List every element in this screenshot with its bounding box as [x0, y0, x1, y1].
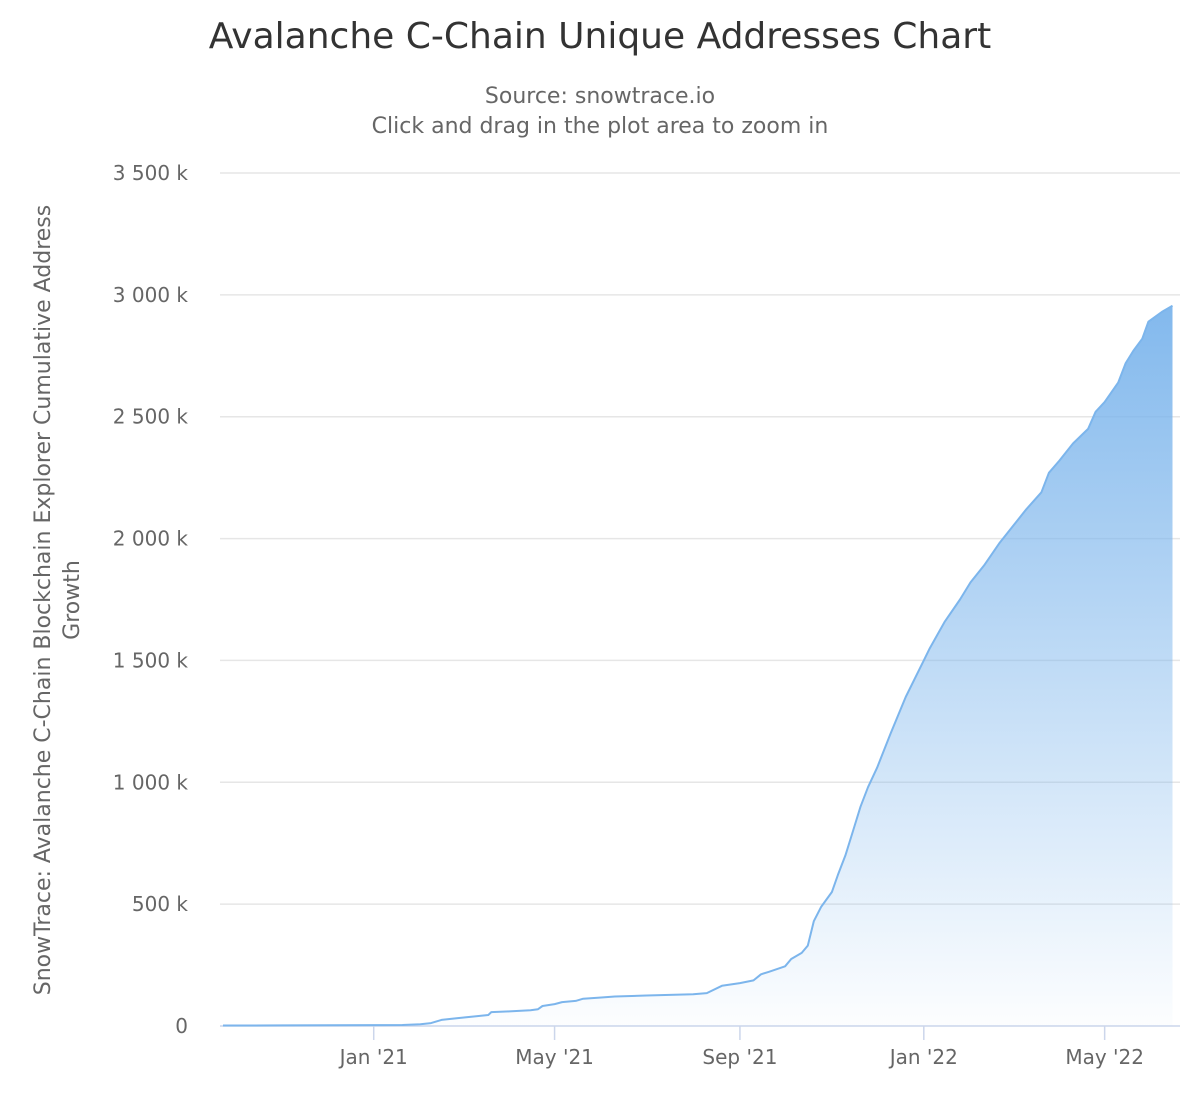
y-tick-label: 3 500 k — [113, 161, 189, 185]
y-axis-ticks: 0 500 k 1 000 k 1 500 k 2 000 k 2 500 k 3 000 … — [113, 161, 189, 1038]
x-tick-label: Jan '22 — [888, 1045, 958, 1069]
x-tick-label: Jan '21 — [338, 1045, 408, 1069]
gridlines — [220, 172, 1180, 905]
y-axis-title-line2: Growth — [60, 560, 85, 640]
y-tick-label: 1 000 k — [113, 770, 189, 794]
y-axis-title-group: SnowTrace: Avalanche C-Chain Blockchain … — [31, 205, 85, 995]
chart-subtitle: Source: snowtrace.io — [485, 84, 715, 109]
series-area-fill[interactable] — [223, 305, 1173, 1026]
y-tick-label: 2 000 k — [113, 527, 189, 551]
chart-title: Avalanche C-Chain Unique Addresses Chart — [209, 16, 991, 57]
y-tick-label: 500 k — [132, 892, 189, 916]
x-tick-label: May '21 — [515, 1045, 594, 1069]
y-tick-label: 1 500 k — [113, 648, 189, 672]
y-tick-label: 2 500 k — [113, 405, 189, 429]
y-axis-title-line1: SnowTrace: Avalanche C-Chain Blockchain … — [31, 205, 56, 995]
series-line[interactable] — [222, 304, 1173, 1027]
series-layer[interactable] — [222, 304, 1173, 1027]
chart-zoom-hint: Click and drag in the plot area to zoom … — [372, 114, 829, 139]
x-tick-label: Sep '21 — [702, 1045, 777, 1069]
y-tick-label: 3 000 k — [113, 283, 189, 307]
x-tick-label: May '22 — [1065, 1045, 1144, 1069]
y-tick-label: 0 — [175, 1014, 188, 1038]
x-axis: Jan '21 May '21 Sep '21 Jan '22 May '22 — [220, 1025, 1180, 1069]
